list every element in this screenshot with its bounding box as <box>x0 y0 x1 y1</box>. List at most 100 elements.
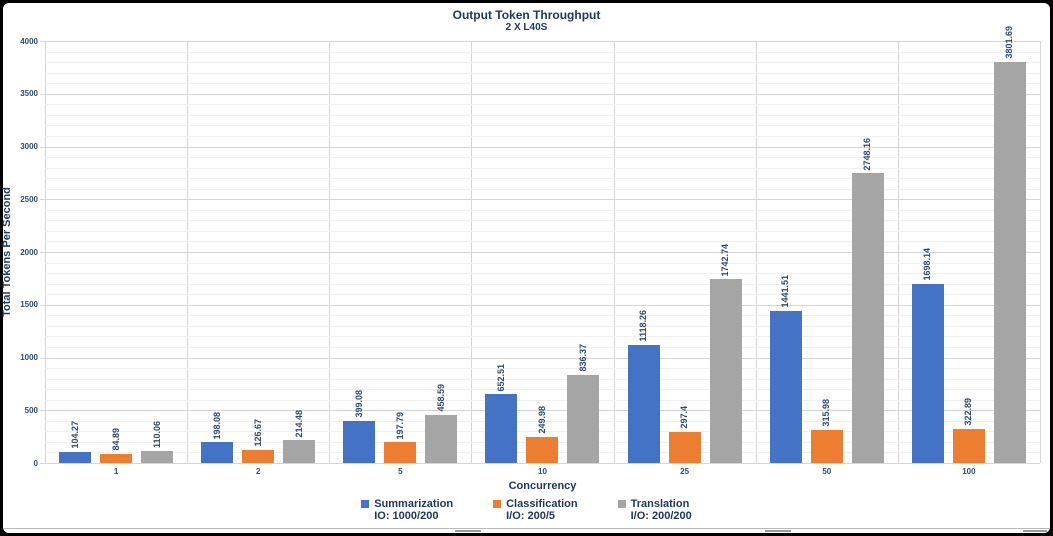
gridline-minor <box>45 178 1040 180</box>
legend-swatch-icon <box>493 500 502 508</box>
gridline-minor <box>45 336 1040 338</box>
bar-summarization <box>627 345 660 463</box>
bar-translation <box>283 440 316 463</box>
bar-translation <box>567 374 600 463</box>
bar-group: 1118.26 297.4 1742.74 <box>614 41 756 463</box>
gridline-minor <box>45 51 1040 53</box>
gridline-minor <box>45 315 1040 317</box>
bar-value-label: 110.06 <box>151 421 162 449</box>
y-tick-label: 1000 <box>20 353 38 362</box>
bar-wrap: 297.4 <box>668 406 701 463</box>
bar-wrap: 249.98 <box>526 406 559 463</box>
bar-translation <box>709 279 742 463</box>
x-tick-label: 50 <box>822 467 832 476</box>
bar-group: 198.08 126.67 214.48 <box>187 41 329 463</box>
legend-swatch-icon <box>361 500 370 508</box>
x-tick-label: 100 <box>962 467 976 476</box>
gridline-major <box>45 199 1040 201</box>
bar-summarization <box>911 283 944 463</box>
gridline-minor <box>45 283 1040 285</box>
bar-wrap: 652.51 <box>485 364 518 463</box>
gridline-minor <box>45 389 1040 391</box>
bar-wrap: 315.98 <box>810 399 843 463</box>
bar-classification <box>242 449 275 463</box>
y-tickmark <box>40 463 45 464</box>
bar-translation <box>425 414 458 463</box>
gridline-major <box>45 304 1040 306</box>
bar-value-label: 322.89 <box>963 398 974 426</box>
bar-wrap: 197.79 <box>384 411 417 463</box>
bar-classification <box>810 429 843 463</box>
y-tickmark <box>40 304 45 306</box>
bar-summarization <box>59 452 92 463</box>
y-tickmark <box>40 41 45 42</box>
plot-area: 104.27 84.89 110.06 198.08 126.67 214.48 399.0… <box>40 26 1041 464</box>
gridline-minor <box>45 209 1040 211</box>
x-tick-label: 1 <box>113 467 119 476</box>
page-artifact-dash <box>1023 530 1047 532</box>
bar-translation <box>993 61 1026 463</box>
legend-sublabel: I/O: 200/200 <box>630 510 692 522</box>
bar-value-label: 399.08 <box>353 390 364 418</box>
bar-value-label: 84.89 <box>110 428 121 451</box>
legend-item-classification: Classification I/O: 200/5 <box>493 498 578 522</box>
gridline-major <box>45 252 1040 253</box>
bar-value-label: 126.67 <box>252 419 263 447</box>
bar-value-label: 198.08 <box>211 411 222 440</box>
gridline-major <box>45 357 1040 359</box>
gridline-major <box>45 463 1040 464</box>
bar-value-label: 104.27 <box>69 421 80 449</box>
bar-summarization <box>769 310 802 463</box>
y-tick-label: 2000 <box>20 247 38 257</box>
y-tickmark <box>40 93 45 95</box>
bar-summarization <box>201 442 234 463</box>
gridline-minor <box>45 294 1040 296</box>
bar-wrap: 198.08 <box>201 411 234 463</box>
gridline-major <box>45 93 1040 95</box>
bottom-divider <box>3 528 1050 529</box>
gridline-major <box>45 41 1040 42</box>
x-axis-tick-labels: 1 2 5 10 25 50 100 <box>45 467 1040 476</box>
legend-label: Translation <box>630 498 690 510</box>
bar-wrap: 2748.16 <box>851 138 884 463</box>
chart-subtitle: 2 X L40S <box>505 22 548 33</box>
bar-value-label: 197.79 <box>394 411 405 440</box>
bar-group: 1698.14 322.89 3801.69 <box>898 26 1040 463</box>
bar-value-label: 458.59 <box>435 384 446 412</box>
bar-group: 1441.51 315.98 2748.16 <box>756 41 898 463</box>
legend-row: Classification <box>493 498 578 510</box>
bar-classification <box>668 431 701 463</box>
bar-summarization <box>343 420 376 463</box>
gridline-minor <box>45 83 1040 85</box>
bar-group: 399.08 197.79 458.59 <box>329 41 471 463</box>
bar-classification <box>384 442 417 463</box>
gridline-minor <box>45 167 1040 169</box>
plot-right-border <box>1040 41 1041 463</box>
y-tickmark <box>40 146 45 148</box>
bar-wrap: 1118.26 <box>627 310 660 463</box>
chart-title: Output Token Throughput <box>452 8 601 22</box>
gridline-minor <box>45 104 1040 106</box>
bar-wrap: 322.89 <box>952 398 985 463</box>
gridline-minor <box>45 399 1040 401</box>
legend: Summarization IO: 1000/200 Classification I… <box>3 498 1050 522</box>
y-tickmark <box>40 252 45 253</box>
legend-item-translation: Translation I/O: 200/200 <box>617 498 692 522</box>
gridline-minor <box>45 220 1040 222</box>
gridline-major <box>45 410 1040 412</box>
legend-item-summarization: Summarization IO: 1000/200 <box>361 498 453 522</box>
bar-classification <box>526 436 559 463</box>
bar-value-label: 1441.51 <box>780 275 791 308</box>
y-tick-label: 500 <box>24 405 38 415</box>
bar-wrap: 104.27 <box>59 421 92 463</box>
gridline-minor <box>45 157 1040 159</box>
gridline-minor <box>45 72 1040 74</box>
gridline-minor <box>45 368 1040 370</box>
bar-translation <box>851 173 884 463</box>
bar-wrap: 1742.74 <box>709 244 742 463</box>
bar-value-label: 1118.26 <box>638 310 649 342</box>
gridline-minor <box>45 135 1040 137</box>
bar-value-label: 249.98 <box>536 406 547 434</box>
x-tick-label: 25 <box>680 467 690 476</box>
bar-wrap: 458.59 <box>425 384 458 463</box>
